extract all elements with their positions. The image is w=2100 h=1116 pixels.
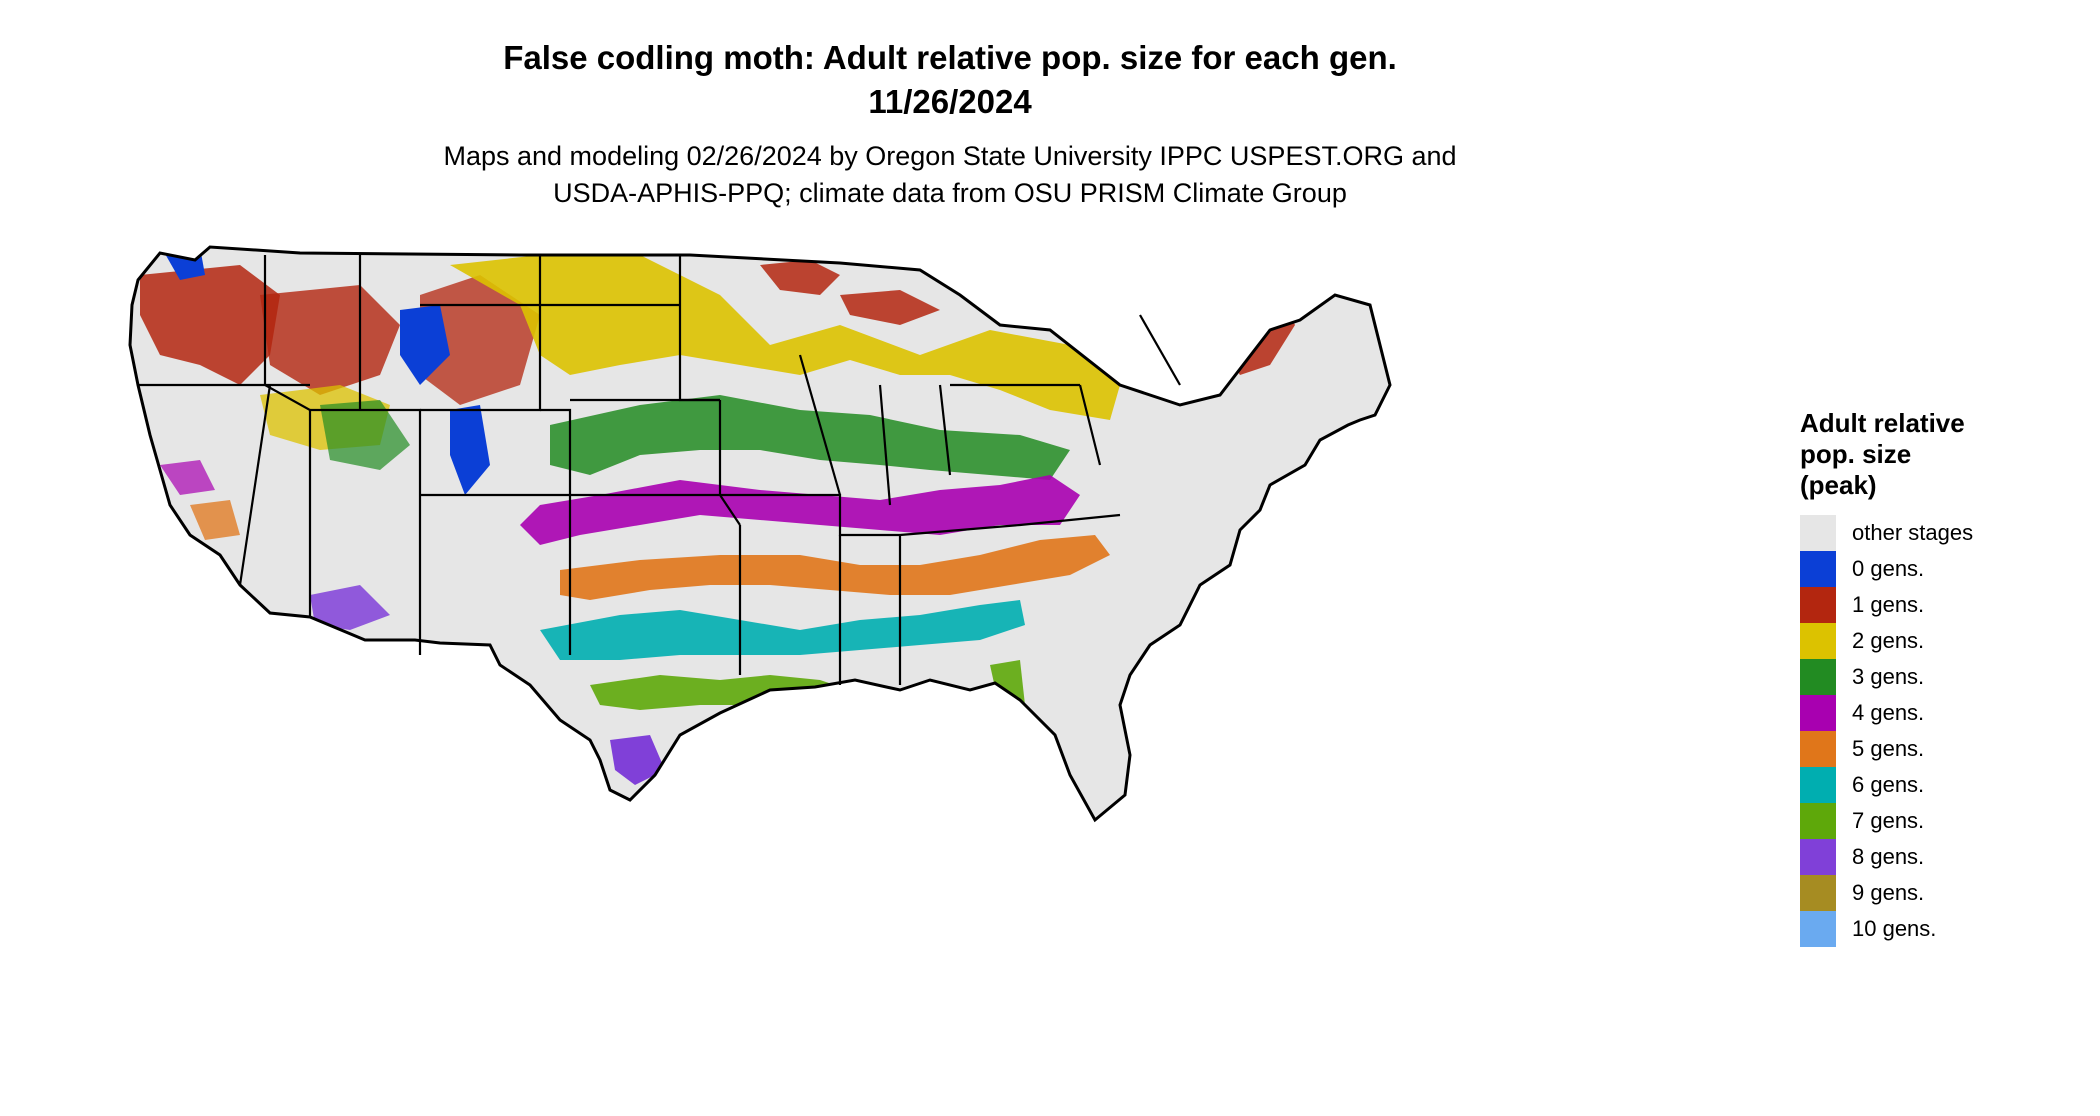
legend-title-line-1: Adult relative bbox=[1800, 408, 2090, 439]
legend-label: 4 gens. bbox=[1852, 700, 1924, 726]
legend-title-line-2: pop. size bbox=[1800, 439, 2090, 470]
subtitle-line-1: Maps and modeling 02/26/2024 by Oregon S… bbox=[0, 138, 1900, 174]
legend-swatch bbox=[1800, 695, 1836, 731]
legend-label: 0 gens. bbox=[1852, 556, 1924, 582]
legend-item: 0 gens. bbox=[1800, 551, 2090, 587]
legend-label: 8 gens. bbox=[1852, 844, 1924, 870]
legend-title: Adult relative pop. size (peak) bbox=[1800, 408, 2090, 501]
us-generation-map bbox=[120, 235, 1780, 1115]
legend-label: 2 gens. bbox=[1852, 628, 1924, 654]
legend-label: 9 gens. bbox=[1852, 880, 1924, 906]
legend-items: other stages 0 gens. 1 gens. 2 gens. 3 g… bbox=[1800, 515, 2090, 947]
legend-swatch bbox=[1800, 515, 1836, 551]
legend-swatch bbox=[1800, 623, 1836, 659]
legend-label: 10 gens. bbox=[1852, 916, 1936, 942]
legend-swatch bbox=[1800, 875, 1836, 911]
legend-item: 3 gens. bbox=[1800, 659, 2090, 695]
legend-label: 1 gens. bbox=[1852, 592, 1924, 618]
legend-label: 3 gens. bbox=[1852, 664, 1924, 690]
legend-item: 10 gens. bbox=[1800, 911, 2090, 947]
legend-swatch bbox=[1800, 767, 1836, 803]
legend-swatch bbox=[1800, 803, 1836, 839]
legend-item: 1 gens. bbox=[1800, 587, 2090, 623]
legend-item: 7 gens. bbox=[1800, 803, 2090, 839]
legend-label: 6 gens. bbox=[1852, 772, 1924, 798]
band-7-gen-florida-north bbox=[990, 660, 1025, 710]
legend-item: 2 gens. bbox=[1800, 623, 2090, 659]
legend-swatch bbox=[1800, 731, 1836, 767]
legend-swatch bbox=[1800, 839, 1836, 875]
legend-item: 9 gens. bbox=[1800, 875, 2090, 911]
title-line-1: False codling moth: Adult relative pop. … bbox=[0, 38, 1900, 78]
legend-label: 7 gens. bbox=[1852, 808, 1924, 834]
title-line-2: 11/26/2024 bbox=[0, 82, 1900, 122]
legend-item: 5 gens. bbox=[1800, 731, 2090, 767]
legend-swatch bbox=[1800, 551, 1836, 587]
legend-swatch bbox=[1800, 587, 1836, 623]
legend-label: 5 gens. bbox=[1852, 736, 1924, 762]
band-7-gen bbox=[590, 675, 850, 710]
legend-swatch bbox=[1800, 911, 1836, 947]
subtitle-line-2: USDA-APHIS-PPQ; climate data from OSU PR… bbox=[0, 175, 1900, 211]
legend: Adult relative pop. size (peak) other st… bbox=[1800, 408, 2090, 947]
border-vt-nh bbox=[1140, 315, 1180, 385]
legend-item: 8 gens. bbox=[1800, 839, 2090, 875]
band-9-gen-florida-tip bbox=[1030, 770, 1065, 810]
legend-title-line-3: (peak) bbox=[1800, 470, 2090, 501]
legend-swatch bbox=[1800, 659, 1836, 695]
legend-item: other stages bbox=[1800, 515, 2090, 551]
legend-label: other stages bbox=[1852, 520, 1973, 546]
band-8-gen-florida bbox=[1000, 720, 1040, 765]
legend-item: 6 gens. bbox=[1800, 767, 2090, 803]
legend-item: 4 gens. bbox=[1800, 695, 2090, 731]
